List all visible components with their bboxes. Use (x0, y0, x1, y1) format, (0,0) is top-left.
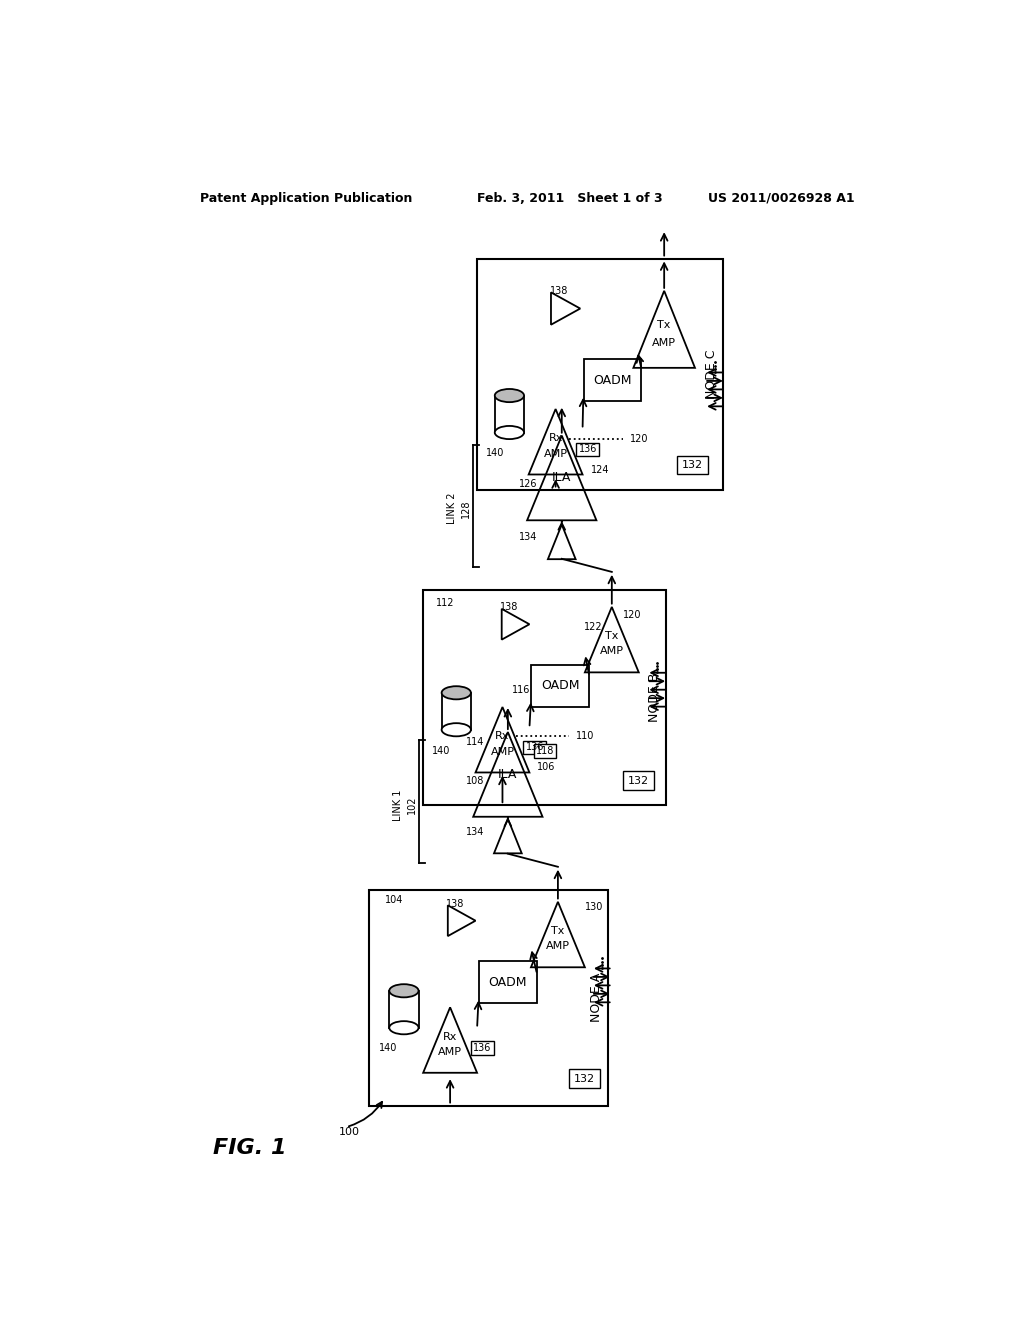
Text: NODE B: NODE B (647, 673, 660, 722)
Text: 108: 108 (466, 776, 484, 785)
Text: AMP: AMP (546, 941, 570, 952)
Bar (577, 442, 599, 457)
Bar (677, 455, 708, 474)
Text: OADM: OADM (541, 680, 580, 693)
Text: US 2011/0026928 A1: US 2011/0026928 A1 (708, 191, 854, 205)
Ellipse shape (389, 1022, 419, 1035)
Text: 118: 118 (536, 746, 554, 756)
Bar (531, 665, 589, 708)
Text: 120: 120 (630, 434, 648, 445)
Text: 140: 140 (486, 447, 505, 458)
Bar (479, 961, 537, 1003)
Text: ILA: ILA (498, 768, 517, 781)
Text: 120: 120 (624, 610, 642, 620)
Ellipse shape (495, 426, 524, 440)
Text: 132: 132 (682, 459, 703, 470)
Text: Feb. 3, 2011   Sheet 1 of 3: Feb. 3, 2011 Sheet 1 of 3 (477, 191, 663, 205)
Text: Rx: Rx (443, 1032, 458, 1041)
Text: 136: 136 (525, 742, 544, 752)
Text: 114: 114 (466, 737, 484, 747)
Text: OADM: OADM (593, 374, 632, 387)
Bar (423, 590, 666, 805)
Text: 134: 134 (466, 828, 484, 837)
Text: LINK 2: LINK 2 (446, 492, 457, 524)
Ellipse shape (495, 389, 524, 403)
Bar (523, 741, 547, 755)
Text: 128: 128 (461, 499, 470, 517)
Text: AMP: AMP (438, 1047, 462, 1057)
Ellipse shape (441, 723, 471, 737)
Text: Patent Application Publication: Patent Application Publication (200, 191, 413, 205)
Text: 106: 106 (538, 762, 555, 772)
Text: OADM: OADM (488, 975, 527, 989)
Ellipse shape (441, 686, 471, 700)
Text: 138: 138 (550, 286, 568, 296)
Text: FIG. 1: FIG. 1 (213, 1138, 287, 1158)
Bar (624, 771, 654, 789)
Text: 132: 132 (574, 1073, 595, 1084)
Bar (471, 1040, 494, 1055)
Text: 140: 140 (432, 746, 451, 756)
Bar (441, 693, 471, 730)
Text: Tx: Tx (657, 321, 671, 330)
Text: AMP: AMP (652, 338, 676, 348)
Text: NODE A: NODE A (590, 973, 603, 1022)
Text: 130: 130 (585, 902, 603, 912)
Text: Tx: Tx (551, 927, 564, 936)
Text: Rx: Rx (549, 433, 563, 444)
Text: AMP: AMP (490, 747, 514, 756)
Text: 138: 138 (500, 602, 518, 612)
Text: 132: 132 (628, 776, 649, 785)
Text: NODE C: NODE C (706, 350, 719, 399)
Text: 126: 126 (519, 479, 538, 490)
Text: 116: 116 (512, 685, 530, 694)
Text: 122: 122 (584, 622, 602, 631)
Text: 110: 110 (575, 731, 594, 741)
Text: 136: 136 (579, 445, 597, 454)
Text: AMP: AMP (544, 449, 567, 458)
Text: ILA: ILA (552, 471, 571, 484)
Text: 102: 102 (407, 796, 417, 814)
Bar (477, 259, 724, 490)
Text: 138: 138 (446, 899, 465, 908)
Text: LINK 1: LINK 1 (393, 789, 402, 821)
Ellipse shape (389, 985, 419, 998)
Bar (584, 359, 641, 401)
Text: 136: 136 (473, 1043, 492, 1053)
Bar (495, 396, 524, 433)
Text: Rx: Rx (496, 731, 510, 742)
Text: 134: 134 (519, 532, 538, 543)
Bar (535, 744, 556, 758)
Text: 104: 104 (385, 895, 403, 906)
Text: AMP: AMP (600, 647, 624, 656)
Bar (569, 1069, 600, 1088)
Text: 140: 140 (379, 1043, 397, 1053)
Text: 100: 100 (339, 1127, 359, 1138)
Bar (389, 991, 419, 1028)
Bar (370, 890, 608, 1106)
Text: 112: 112 (436, 598, 455, 609)
Text: 124: 124 (591, 465, 609, 475)
Text: Tx: Tx (605, 631, 618, 642)
